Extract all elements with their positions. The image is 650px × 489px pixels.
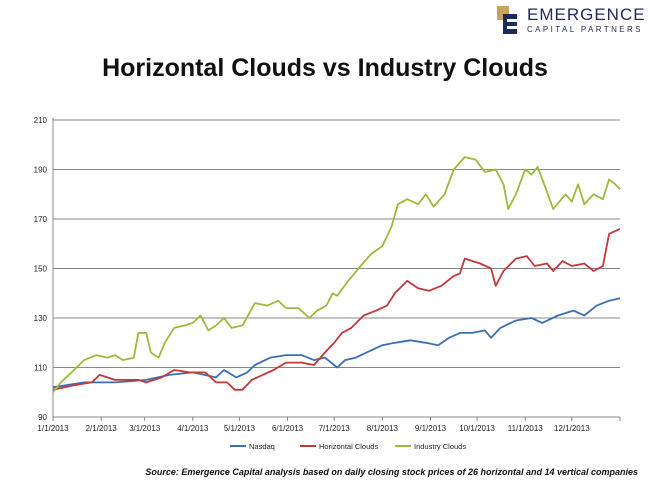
y-tick-label: 210 bbox=[34, 116, 48, 125]
y-tick-label: 110 bbox=[34, 364, 47, 373]
legend-label: Horizontal Clouds bbox=[319, 442, 378, 451]
y-tick-label: 150 bbox=[34, 265, 48, 274]
chart-title: Horizontal Clouds vs Industry Clouds bbox=[102, 54, 548, 82]
series-line-nasdaq bbox=[52, 297, 621, 389]
logo-subtitle: CAPITAL PARTNERS bbox=[527, 25, 643, 34]
x-tick-label: 8/1/2013 bbox=[367, 424, 399, 433]
company-logo: EMERGENCE CAPITAL PARTNERS bbox=[497, 6, 646, 34]
x-tick-label: 10/1/2013 bbox=[459, 424, 495, 433]
x-tick-label: 2/1/2013 bbox=[86, 424, 118, 433]
x-tick-label: 9/1/2013 bbox=[415, 424, 447, 433]
x-tick-label: 12/1/2013 bbox=[554, 424, 590, 433]
x-tick-label: 6/1/2013 bbox=[272, 424, 304, 433]
logo-name: EMERGENCE bbox=[527, 5, 646, 24]
legend-label: Industry Clouds bbox=[414, 442, 466, 451]
x-tick-label: 3/1/2013 bbox=[129, 424, 161, 433]
y-tick-label: 90 bbox=[38, 413, 47, 422]
logo-mark-icon bbox=[497, 6, 519, 34]
x-tick-label: 4/1/2013 bbox=[177, 424, 209, 433]
legend-label: Nasdaq bbox=[249, 442, 275, 451]
y-tick-label: 130 bbox=[34, 314, 48, 323]
y-tick-label: 190 bbox=[34, 166, 48, 175]
x-tick-label: 1/1/2013 bbox=[37, 424, 69, 433]
x-tick-label: 11/1/2013 bbox=[508, 424, 544, 433]
x-tick-label: 5/1/2013 bbox=[224, 424, 256, 433]
x-tick-label: 7/1/2013 bbox=[319, 424, 351, 433]
series-line-horizontal-clouds bbox=[52, 228, 621, 391]
y-tick-label: 170 bbox=[34, 215, 48, 224]
series-line-industry-clouds bbox=[52, 156, 621, 393]
source-note: Source: Emergence Capital analysis based… bbox=[145, 467, 638, 477]
